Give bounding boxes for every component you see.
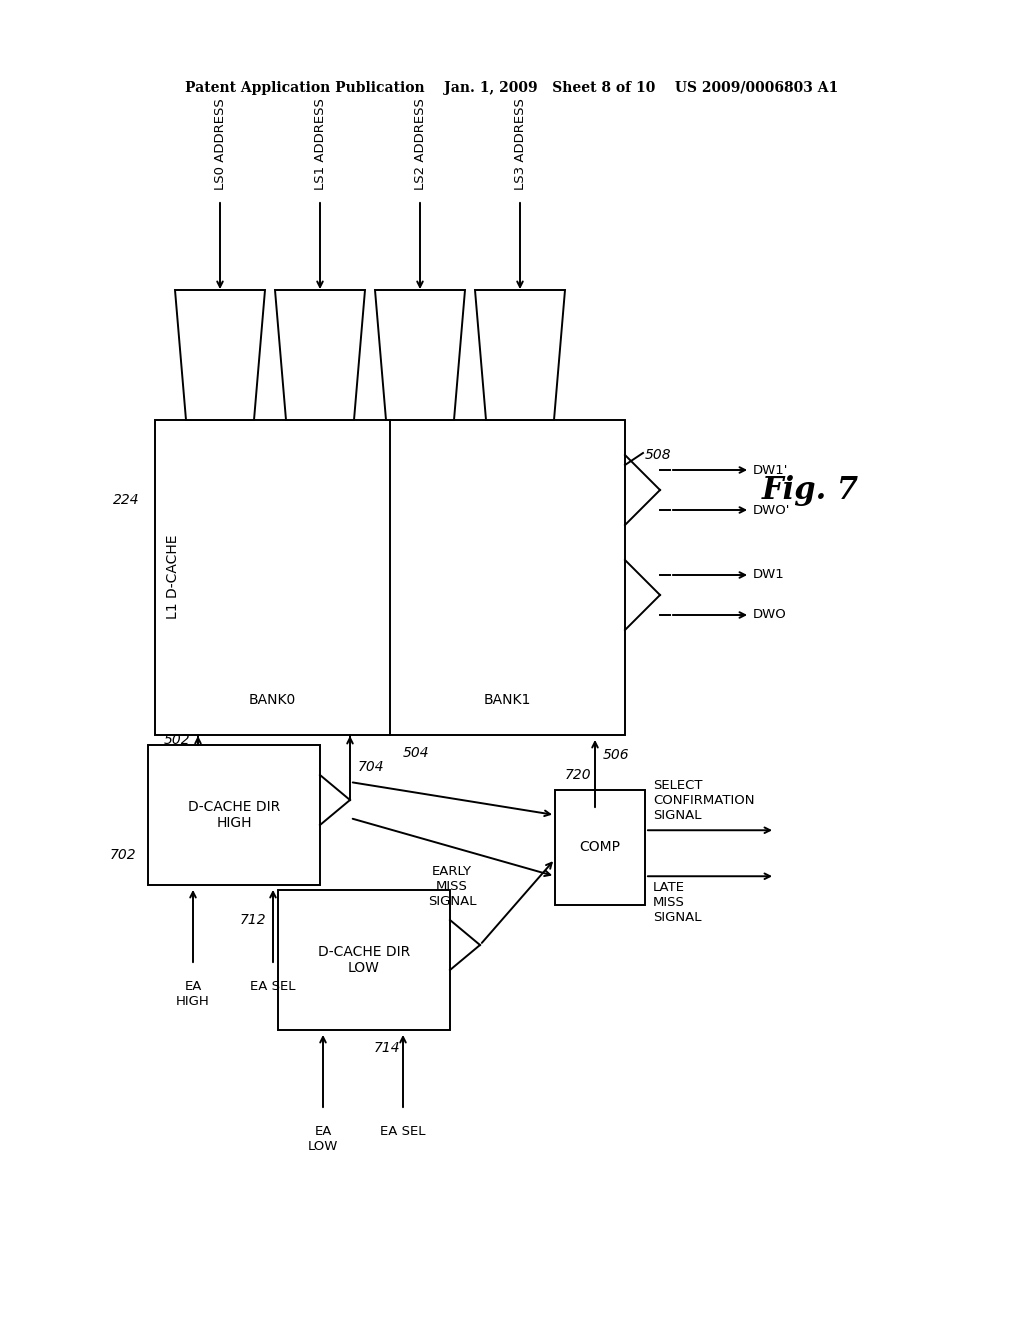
Text: BANK0: BANK0 <box>249 693 296 708</box>
Text: COMP: COMP <box>580 840 621 854</box>
Text: DWO: DWO <box>753 609 786 622</box>
Polygon shape <box>175 290 265 420</box>
Text: DW1': DW1' <box>753 463 788 477</box>
Polygon shape <box>375 290 465 420</box>
Text: D-CACHE DIR
HIGH: D-CACHE DIR HIGH <box>187 800 281 830</box>
Text: L1 D-CACHE: L1 D-CACHE <box>166 535 180 619</box>
Text: LS1 ADDRESS: LS1 ADDRESS <box>313 98 327 190</box>
Text: DWO': DWO' <box>753 503 791 516</box>
Text: 508: 508 <box>645 447 672 462</box>
Text: 502: 502 <box>164 733 190 747</box>
Polygon shape <box>475 290 565 420</box>
Text: 712: 712 <box>240 913 266 927</box>
Text: 224: 224 <box>114 492 140 507</box>
Text: 702: 702 <box>110 847 136 862</box>
Text: 714: 714 <box>374 1041 400 1055</box>
Bar <box>555 789 645 906</box>
Text: LS0 ADDRESS: LS0 ADDRESS <box>213 98 226 190</box>
Polygon shape <box>275 290 365 420</box>
Text: LS3 ADDRESS: LS3 ADDRESS <box>513 98 526 190</box>
Text: LS2 ADDRESS: LS2 ADDRESS <box>414 98 427 190</box>
Text: 704: 704 <box>358 760 385 774</box>
Text: 506: 506 <box>603 748 630 762</box>
Bar <box>148 744 319 884</box>
Text: LATE
MISS
SIGNAL: LATE MISS SIGNAL <box>653 882 701 924</box>
Text: D-CACHE DIR
LOW: D-CACHE DIR LOW <box>317 945 411 975</box>
Text: 504: 504 <box>402 746 429 760</box>
Bar <box>155 420 625 735</box>
Text: EA
HIGH: EA HIGH <box>176 979 210 1008</box>
Text: EA SEL: EA SEL <box>250 979 296 993</box>
Text: EA
LOW: EA LOW <box>308 1125 338 1152</box>
Text: 720: 720 <box>565 768 592 781</box>
Text: SELECT
CONFIRMATION
SIGNAL: SELECT CONFIRMATION SIGNAL <box>653 779 755 822</box>
Text: Fig. 7: Fig. 7 <box>762 474 858 506</box>
Text: DW1: DW1 <box>753 569 784 582</box>
Text: BANK1: BANK1 <box>483 693 531 708</box>
Text: EARLY
MISS
SIGNAL: EARLY MISS SIGNAL <box>428 865 476 908</box>
Text: Patent Application Publication    Jan. 1, 2009   Sheet 8 of 10    US 2009/000680: Patent Application Publication Jan. 1, 2… <box>185 81 839 95</box>
Text: EA SEL: EA SEL <box>380 1125 426 1138</box>
Bar <box>278 890 450 1030</box>
